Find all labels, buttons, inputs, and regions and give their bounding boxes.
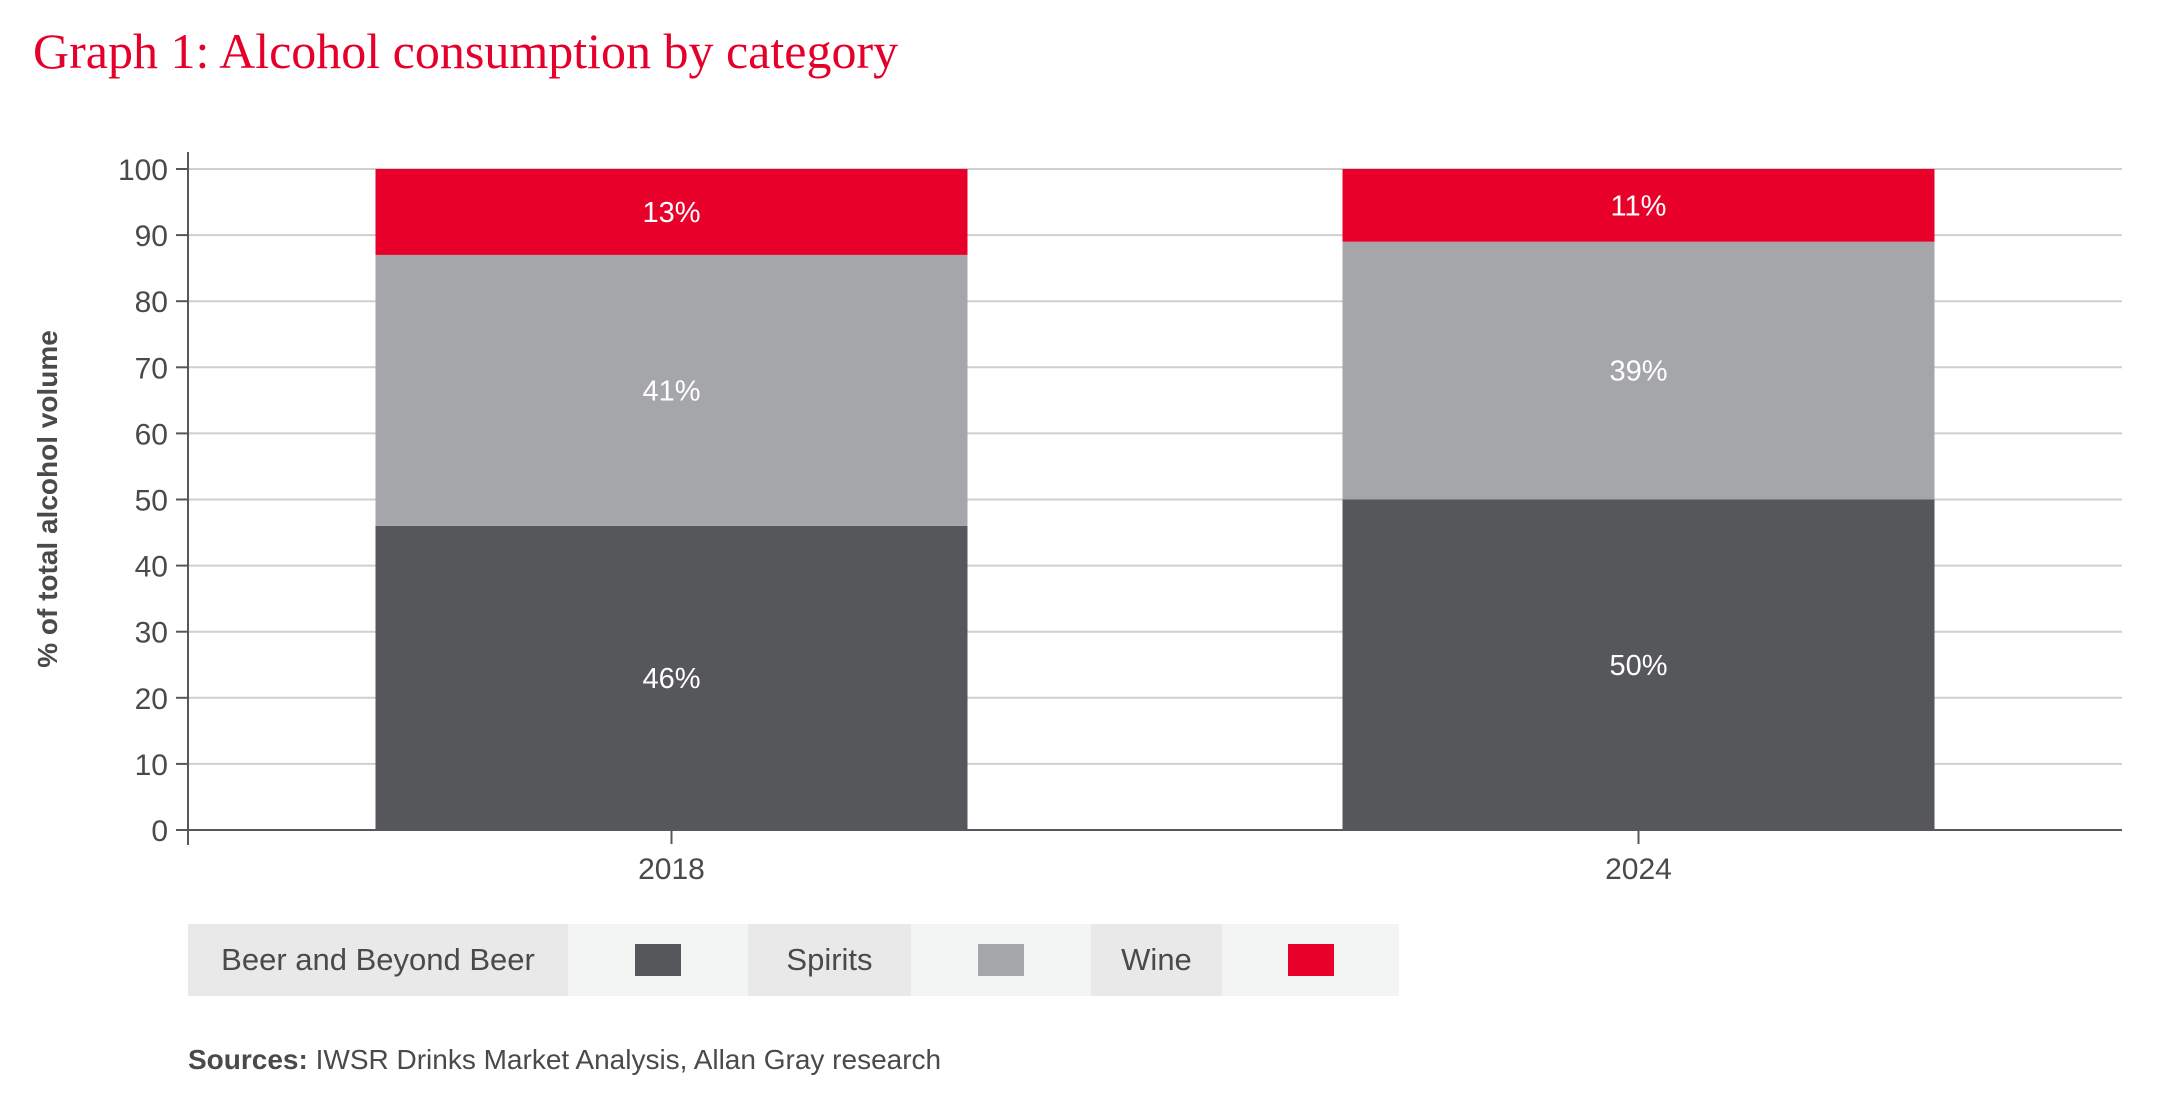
bar-segment-2018-0 xyxy=(375,525,968,830)
sources-text: IWSR Drinks Market Analysis, Allan Gray … xyxy=(307,1044,942,1075)
data-label: 46% xyxy=(642,663,700,695)
y-tick-label: 60 xyxy=(135,418,168,451)
legend-label-spirits: Spirits xyxy=(748,924,911,996)
legend-swatch-spirits xyxy=(911,924,1091,996)
legend-label-beer: Beer and Beyond Beer xyxy=(188,924,568,996)
data-label: 50% xyxy=(1609,650,1667,682)
bar-segment-2018-2 xyxy=(375,169,968,255)
legend-swatch-wine xyxy=(1222,924,1399,996)
x-tick-label: 2018 xyxy=(638,853,705,886)
legend-swatch-beer xyxy=(568,924,748,996)
y-tick-label: 90 xyxy=(135,220,168,253)
data-label: 13% xyxy=(642,197,700,229)
y-tick-label: 0 xyxy=(151,815,168,848)
x-tick-label: 2024 xyxy=(1605,853,1672,886)
data-label: 39% xyxy=(1609,356,1667,388)
y-tick-label: 80 xyxy=(135,286,168,319)
bar-segment-2024-2 xyxy=(1342,169,1935,242)
y-tick-label: 20 xyxy=(135,683,168,716)
legend: Beer and Beyond Beer Spirits Wine xyxy=(188,924,1399,996)
y-axis-label: % of total alcohol volume xyxy=(32,330,63,668)
sources-label: Sources: xyxy=(188,1044,308,1075)
y-tick-label: 40 xyxy=(135,551,168,584)
y-tick-label: 10 xyxy=(135,749,168,782)
sources-note: Sources: IWSR Drinks Market Analysis, Al… xyxy=(188,1044,941,1076)
data-label: 11% xyxy=(1611,190,1667,222)
y-tick-label: 70 xyxy=(135,352,168,385)
y-tick-label: 50 xyxy=(135,485,168,518)
y-tick-label: 30 xyxy=(135,617,168,650)
bar-segment-2024-1 xyxy=(1342,241,1935,500)
y-tick-label: 100 xyxy=(118,154,168,187)
legend-label-wine: Wine xyxy=(1091,924,1222,996)
bar-segment-2024-0 xyxy=(1342,499,1935,830)
chart-title: Graph 1: Alcohol consumption by category xyxy=(33,23,899,79)
bar-segment-2018-1 xyxy=(375,254,968,526)
data-label: 41% xyxy=(642,375,700,407)
